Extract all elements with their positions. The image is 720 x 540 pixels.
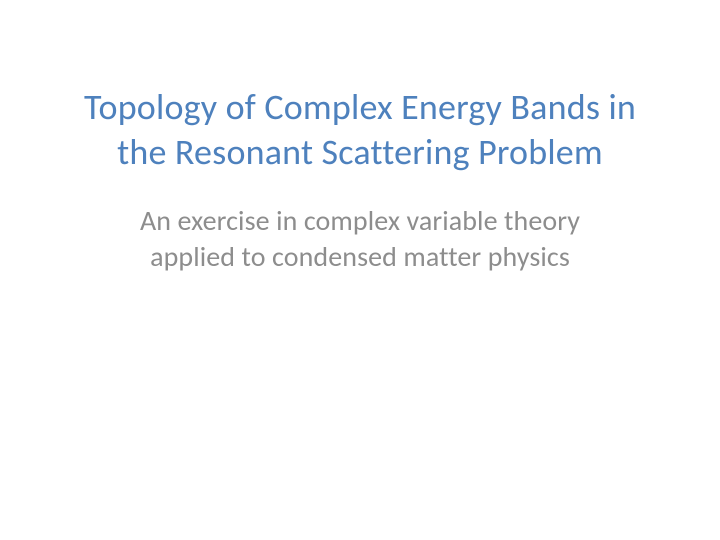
slide-title: Topology of Complex Energy Bands in the … bbox=[65, 85, 655, 175]
slide-container: Topology of Complex Energy Bands in the … bbox=[0, 0, 720, 540]
slide-subtitle: An exercise in complex variable theory a… bbox=[65, 203, 655, 276]
